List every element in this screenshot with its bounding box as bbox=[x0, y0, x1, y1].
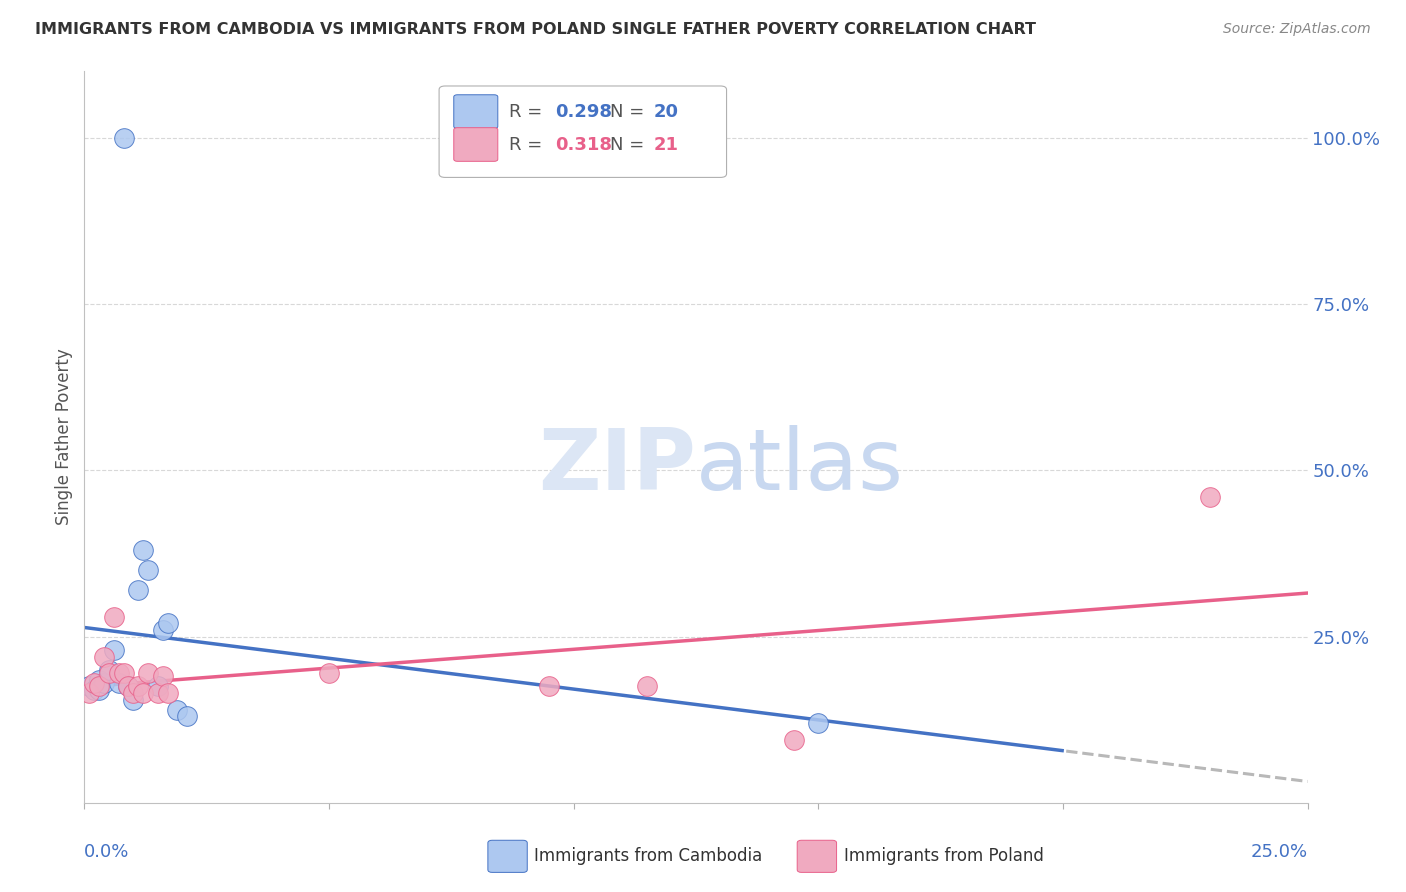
Point bbox=[97, 663, 120, 677]
Point bbox=[112, 666, 135, 681]
Point bbox=[538, 680, 561, 694]
Point bbox=[318, 666, 340, 681]
Point bbox=[77, 680, 100, 694]
Point bbox=[83, 676, 105, 690]
Point bbox=[77, 686, 100, 700]
FancyBboxPatch shape bbox=[454, 128, 498, 161]
Point bbox=[83, 682, 105, 697]
Y-axis label: Single Father Poverty: Single Father Poverty bbox=[55, 349, 73, 525]
Point bbox=[112, 131, 135, 145]
Point bbox=[156, 686, 179, 700]
Text: 0.298: 0.298 bbox=[555, 103, 612, 120]
Point bbox=[156, 616, 179, 631]
Point bbox=[127, 582, 149, 597]
Text: 25.0%: 25.0% bbox=[1250, 843, 1308, 861]
Point bbox=[136, 563, 159, 577]
Point bbox=[152, 623, 174, 637]
Point bbox=[107, 676, 129, 690]
Text: 20: 20 bbox=[654, 103, 678, 120]
Point bbox=[783, 732, 806, 747]
Point bbox=[152, 669, 174, 683]
Text: 0.0%: 0.0% bbox=[84, 843, 129, 861]
Point bbox=[103, 643, 125, 657]
Point bbox=[107, 666, 129, 681]
Point bbox=[97, 666, 120, 681]
Text: IMMIGRANTS FROM CAMBODIA VS IMMIGRANTS FROM POLAND SINGLE FATHER POVERTY CORRELA: IMMIGRANTS FROM CAMBODIA VS IMMIGRANTS F… bbox=[35, 22, 1036, 37]
Text: 0.318: 0.318 bbox=[555, 136, 612, 153]
Point bbox=[166, 703, 188, 717]
Point bbox=[87, 682, 110, 697]
Text: 21: 21 bbox=[654, 136, 678, 153]
Point bbox=[146, 680, 169, 694]
FancyBboxPatch shape bbox=[439, 86, 727, 178]
Text: ZIP: ZIP bbox=[538, 425, 696, 508]
Text: atlas: atlas bbox=[696, 425, 904, 508]
Point bbox=[122, 692, 145, 706]
Text: N =: N = bbox=[610, 103, 651, 120]
Point bbox=[1198, 490, 1220, 504]
Text: Immigrants from Poland: Immigrants from Poland bbox=[844, 847, 1043, 865]
Point bbox=[132, 543, 155, 558]
Text: N =: N = bbox=[610, 136, 651, 153]
Text: R =: R = bbox=[509, 136, 548, 153]
Point bbox=[807, 716, 830, 731]
FancyBboxPatch shape bbox=[454, 95, 498, 128]
Point bbox=[87, 673, 110, 687]
Point bbox=[132, 686, 155, 700]
Point bbox=[103, 609, 125, 624]
Point bbox=[636, 680, 658, 694]
Point bbox=[87, 680, 110, 694]
Text: R =: R = bbox=[509, 103, 548, 120]
Point bbox=[146, 686, 169, 700]
Point bbox=[117, 680, 139, 694]
Point bbox=[127, 680, 149, 694]
Text: Immigrants from Cambodia: Immigrants from Cambodia bbox=[534, 847, 762, 865]
Point bbox=[93, 649, 115, 664]
Point bbox=[93, 676, 115, 690]
Point bbox=[176, 709, 198, 723]
Point bbox=[117, 680, 139, 694]
Point bbox=[136, 666, 159, 681]
Point bbox=[122, 686, 145, 700]
Text: Source: ZipAtlas.com: Source: ZipAtlas.com bbox=[1223, 22, 1371, 37]
